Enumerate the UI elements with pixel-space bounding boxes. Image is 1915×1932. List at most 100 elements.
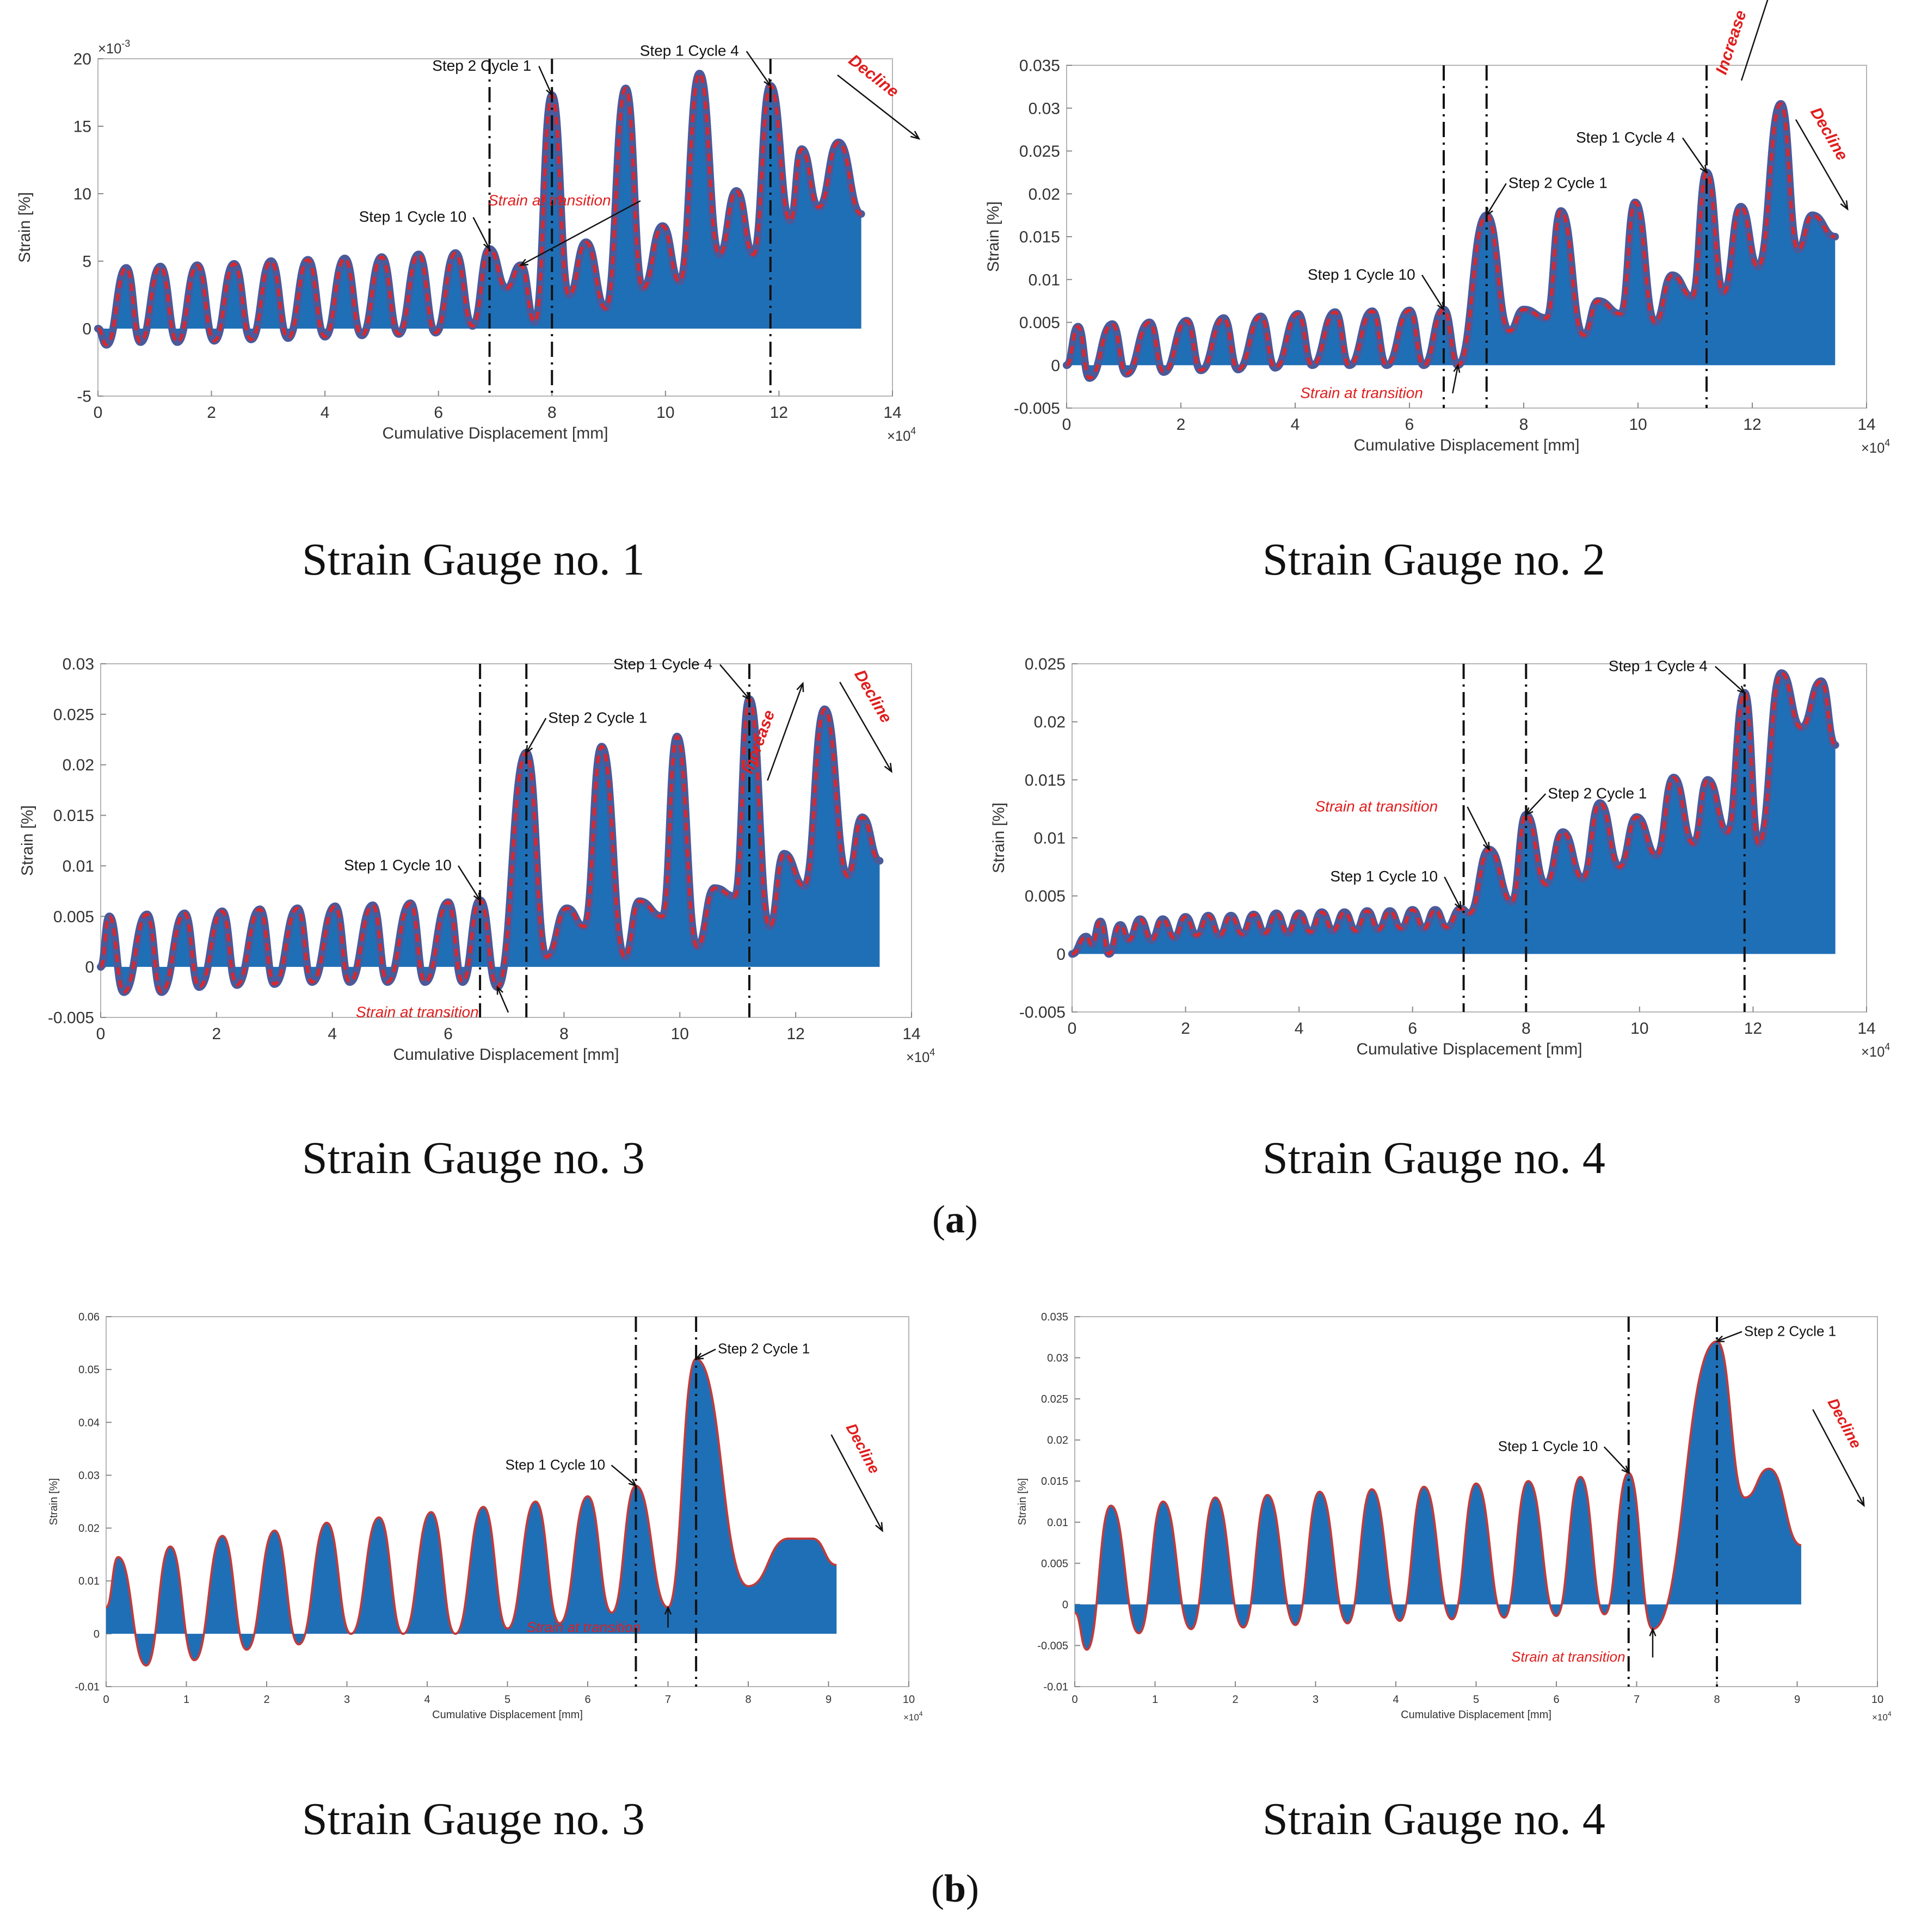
y-tick-label: 0.025 — [1019, 143, 1060, 161]
x-tick-label: 3 — [1313, 1694, 1319, 1706]
trend-arrowhead — [884, 763, 892, 773]
x-tick-label: 7 — [1634, 1694, 1640, 1706]
y-tick-label: 20 — [73, 51, 91, 69]
y-tick-label: -0.005 — [1014, 400, 1060, 418]
x-axis-title: Cumulative Displacement [mm] — [382, 424, 608, 442]
x-tick-label: 6 — [444, 1025, 453, 1043]
y-tick-label: 0 — [1051, 357, 1060, 375]
x-tick-label: 6 — [434, 404, 443, 422]
annotation-arrow — [1421, 274, 1445, 310]
x-axis-title: Cumulative Displacement [mm] — [1356, 1040, 1582, 1058]
x-tick-label: 10 — [656, 404, 674, 422]
strain-area — [98, 73, 861, 345]
y-tick-label: 0.015 — [53, 807, 94, 825]
strain-line — [105, 1357, 837, 1667]
y-tick-label: 0.03 — [63, 656, 94, 674]
y-tick-label: 0 — [1056, 946, 1066, 964]
annotation-label: Strain at transition — [356, 1003, 479, 1020]
x-exponent: ×104 — [1872, 1710, 1892, 1723]
y-tick-label: 0.01 — [78, 1576, 100, 1588]
annotation-label: Step 1 Cycle 10 — [344, 857, 452, 874]
x-exponent: ×104 — [906, 1047, 935, 1065]
x-tick-label: 1 — [183, 1694, 189, 1706]
x-tick-label: 14 — [1857, 1020, 1875, 1038]
annotation-label: Step 1 Cycle 4 — [613, 656, 712, 672]
annotation-arrow — [1452, 365, 1459, 394]
trend-arrow — [839, 681, 892, 772]
annotation-arrow — [1486, 183, 1507, 216]
y-tick-label: 0.01 — [1034, 830, 1066, 848]
annotation-arrowhead — [1700, 164, 1708, 174]
x-tick-label: 8 — [745, 1694, 751, 1706]
y-tick-label: 0.01 — [63, 857, 94, 875]
annotation-label: Strain at transition — [527, 1619, 641, 1635]
trend-arrowhead — [875, 1522, 883, 1533]
chart-panel-a1: 0 2 4 6 8 10 12 14 -5 0 5 10 15 20 ×104 ×10-3 Cumulative… — [0, 33, 925, 457]
x-tick-label: 10 — [1871, 1694, 1883, 1706]
annotation-arrow — [1525, 793, 1547, 816]
annotation-label: Step 2 Cycle 1 — [1744, 1323, 1836, 1339]
annotation-arrowhead — [1486, 207, 1493, 217]
x-tick-label: 2 — [263, 1694, 269, 1706]
trend-arrow — [830, 1434, 883, 1532]
x-tick-label: 6 — [1405, 416, 1414, 434]
x-tick-label: 8 — [1522, 1020, 1531, 1038]
x-tick-label: 7 — [665, 1694, 671, 1706]
y-tick-label: 0.04 — [78, 1417, 100, 1429]
x-tick-label: 10 — [1630, 1020, 1648, 1038]
strain-line — [99, 697, 880, 994]
y-axis-title: Strain [%] — [1017, 1478, 1029, 1526]
x-exponent: ×104 — [1861, 437, 1890, 456]
annotation-label: Step 1 Cycle 4 — [1609, 657, 1708, 674]
chart-caption-a1: Strain Gauge no. 1 — [302, 534, 645, 585]
x-tick-label: 9 — [826, 1694, 832, 1706]
annotation-arrow — [458, 865, 481, 901]
trend-arrow — [1795, 119, 1849, 209]
chart-svg-a2: 0 2 4 6 8 10 12 14-0.00500.0050.010.0150.020.02… — [984, 0, 1890, 456]
y-tick-label: 0.015 — [1025, 771, 1066, 789]
annotation-label: Step 1 Cycle 4 — [640, 42, 739, 59]
trend-arrow — [1812, 1409, 1865, 1506]
x-tick-label: 0 — [1062, 416, 1072, 434]
strain-area — [106, 1359, 837, 1666]
annotation-arrow — [746, 51, 771, 87]
y-tick-label: -0.005 — [1037, 1640, 1068, 1652]
y-tick-label: 0.02 — [1034, 713, 1066, 731]
x-tick-label: 2 — [212, 1025, 221, 1043]
x-tick-label: 8 — [1519, 416, 1529, 434]
annotation-arrowhead — [694, 1353, 704, 1360]
strain-line — [97, 72, 862, 347]
x-exponent: ×104 — [903, 1710, 923, 1723]
part-b-letter: b — [944, 1867, 966, 1910]
x-tick-label: 2 — [1232, 1694, 1238, 1706]
annotation-arrowhead — [1715, 1335, 1725, 1343]
annotation-arrowhead — [1454, 901, 1462, 910]
y-tick-label: 5 — [82, 253, 91, 271]
x-tick-label: 10 — [671, 1025, 689, 1043]
y-tick-label: 0.015 — [1019, 229, 1060, 246]
chart-svg-a3: 0 2 4 6 8 10 12 14-0.00500.0050.010.0150.020.02… — [19, 656, 935, 1066]
x-tick-label: 12 — [1744, 1020, 1762, 1038]
trend-arrowhead — [1840, 200, 1849, 211]
part-a-letter: a — [945, 1198, 965, 1241]
x-tick-label: 9 — [1794, 1694, 1800, 1706]
y-tick-label: 0.02 — [1029, 186, 1060, 203]
y-tick-label: 0.035 — [1019, 57, 1060, 75]
y-tick-label: -0.01 — [75, 1681, 100, 1693]
annotation-arrow — [695, 1348, 716, 1360]
chart-panel-a4: 0 2 4 6 8 10 12 14 -0.005 0 0.005 0.01 0.015 0.02 0.02… — [958, 653, 1894, 1066]
strain-line — [1072, 671, 1837, 956]
x-tick-label: 2 — [1177, 416, 1186, 434]
x-tick-label: 14 — [902, 1025, 920, 1043]
annotation-label: Step 1 Cycle 10 — [359, 208, 467, 225]
y-tick-label: 10 — [73, 186, 91, 203]
annotation-label: Step 2 Cycle 1 — [432, 57, 531, 74]
y-tick-label: 0.025 — [53, 706, 94, 724]
x-tick-label: 4 — [328, 1025, 337, 1043]
x-tick-label: 4 — [424, 1694, 430, 1706]
y-tick-label: 0.035 — [1041, 1311, 1068, 1323]
chart-panel-a3: 0 2 4 6 8 10 12 14 -0.005 0 0.005 0.01 0.015 0.02 0.02… — [0, 653, 936, 1066]
x-tick-label: 4 — [1295, 1020, 1304, 1038]
annotation-label: Step 1 Cycle 10 — [506, 1456, 606, 1473]
x-exponent: ×104 — [1861, 1041, 1890, 1060]
